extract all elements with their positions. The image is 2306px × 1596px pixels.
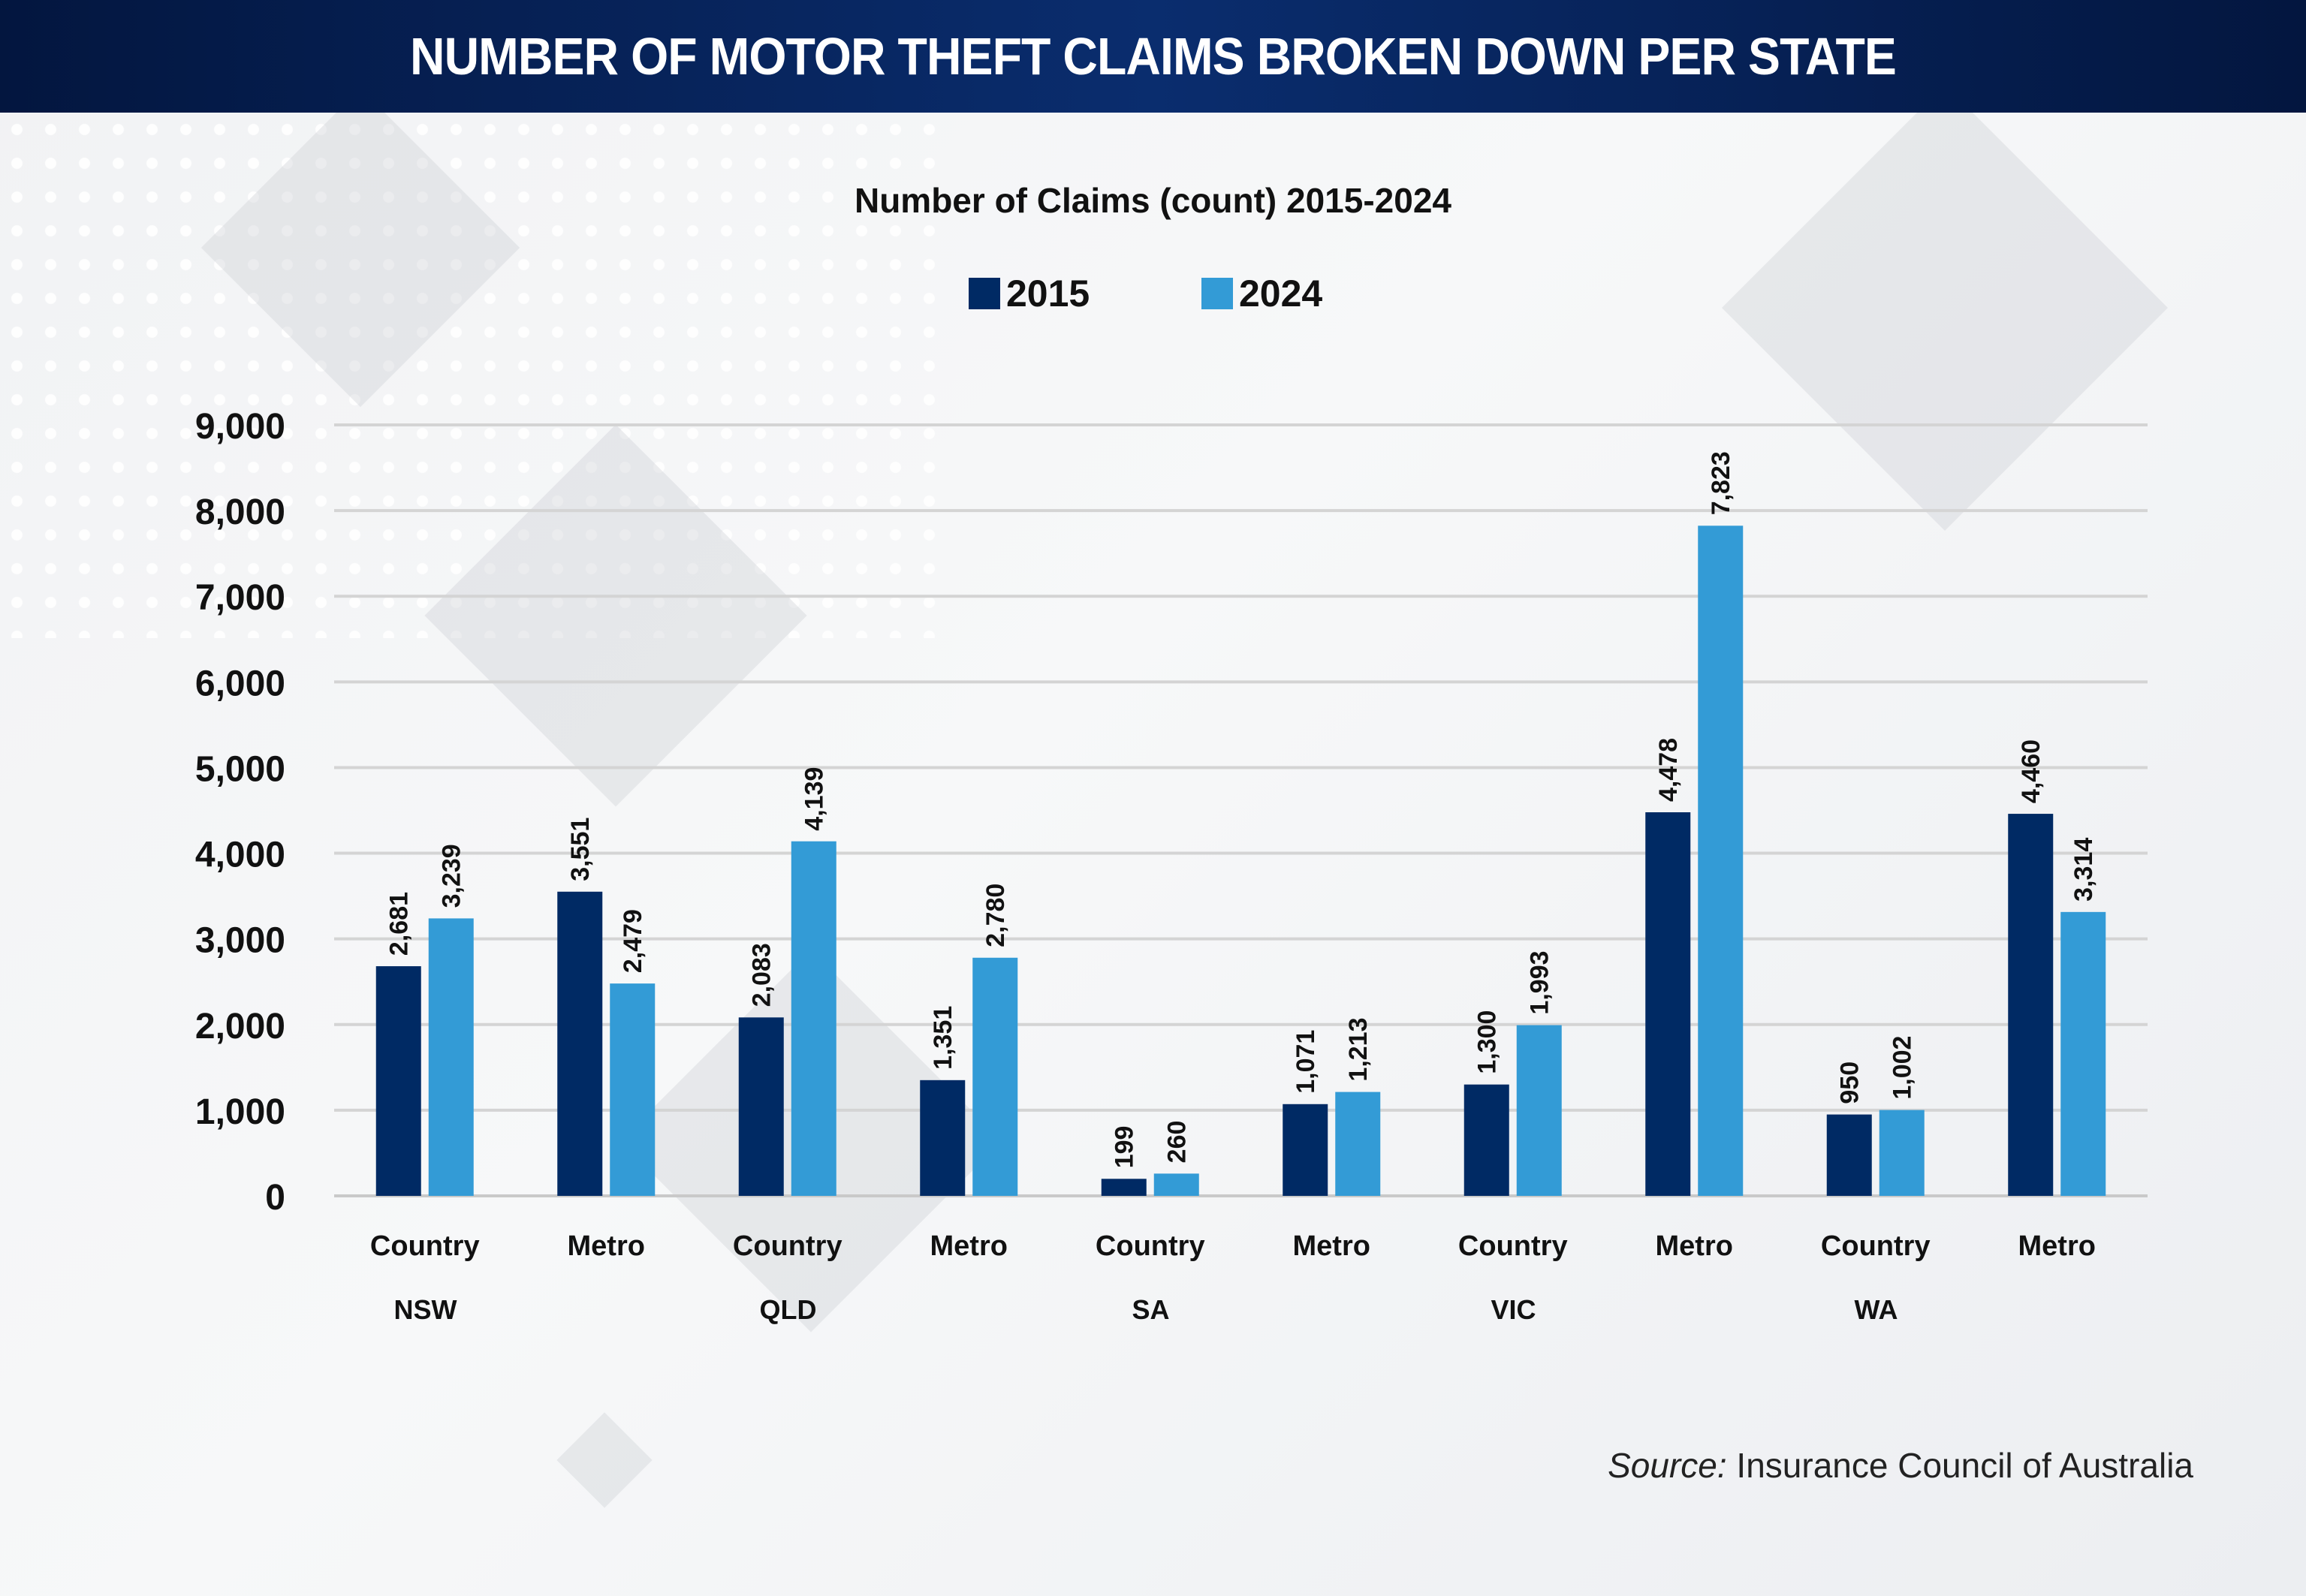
data-label: 260 [1163, 1121, 1192, 1164]
x-tick-label: Country [1458, 1230, 1568, 1262]
x-tick-label: Country [1821, 1230, 1931, 1262]
data-label: 4,460 [2017, 739, 2045, 803]
legend-swatch-2024 [1201, 278, 1233, 309]
bar-2024 [610, 983, 656, 1196]
data-label: 1,993 [1526, 950, 1554, 1014]
legend-label-2024: 2024 [1239, 273, 1323, 315]
bar-2015 [2008, 814, 2054, 1196]
page-title: NUMBER OF MOTOR THEFT CLAIMS BROKEN DOWN… [410, 27, 1897, 86]
bar-2024 [2060, 911, 2106, 1196]
group-label: WA [1855, 1294, 1898, 1325]
bar-2015 [1283, 1104, 1328, 1196]
x-tick-label: Metro [1656, 1230, 1733, 1262]
y-tick-label: 2,000 [195, 1007, 285, 1046]
y-tick-label: 3,000 [195, 921, 285, 961]
data-label: 7,823 [1707, 451, 1735, 515]
bar-2024 [791, 841, 836, 1196]
legend-label-2015: 2015 [1006, 273, 1090, 315]
y-tick-label: 8,000 [195, 492, 285, 532]
group-label: QLD [760, 1294, 817, 1325]
y-tick-label: 4,000 [195, 836, 285, 875]
bar-2015 [375, 966, 421, 1196]
bar-2015 [738, 1017, 784, 1196]
data-label: 2,780 [981, 884, 1010, 947]
background-dot-pattern [0, 113, 939, 638]
data-label: 1,213 [1344, 1017, 1373, 1081]
header-bar: NUMBER OF MOTOR THEFT CLAIMS BROKEN DOWN… [0, 0, 2306, 113]
data-label: 2,681 [385, 892, 414, 956]
bar-2024 [1335, 1092, 1381, 1196]
x-tick-label: Country [1096, 1230, 1205, 1262]
bar-2015 [1645, 812, 1691, 1196]
source-note: Source: Insurance Council of Australia [1608, 1445, 2193, 1486]
data-label: 1,071 [1292, 1030, 1320, 1094]
y-tick-label: 0 [265, 1178, 285, 1218]
x-tick-label: Metro [1293, 1230, 1370, 1262]
bar-2024 [1516, 1025, 1562, 1196]
data-label: 4,478 [1654, 738, 1683, 802]
bar-2015 [920, 1080, 966, 1196]
data-label: 1,351 [929, 1006, 957, 1070]
bar-2024 [1153, 1173, 1199, 1196]
data-label: 2,083 [748, 943, 776, 1007]
x-tick-label: Country [370, 1230, 480, 1262]
data-label: 199 [1111, 1126, 1139, 1169]
bar-2015 [557, 891, 603, 1196]
y-tick-label: 5,000 [195, 749, 285, 789]
bar-2015 [1826, 1114, 1872, 1196]
data-label: 3,239 [438, 844, 466, 908]
bar-2024 [1879, 1110, 1925, 1196]
legend-swatch-2015 [969, 278, 1000, 309]
bar-2015 [1101, 1179, 1147, 1196]
data-label: 3,551 [566, 818, 595, 881]
y-tick-label: 9,000 [195, 407, 285, 447]
data-label: 1,300 [1473, 1010, 1502, 1074]
bar-2024 [428, 918, 474, 1196]
data-label: 2,479 [619, 909, 647, 973]
group-label: NSW [394, 1294, 457, 1325]
y-tick-label: 6,000 [195, 664, 285, 703]
data-label: 3,314 [2069, 838, 2098, 902]
x-tick-label: Metro [2018, 1230, 2096, 1262]
group-label: SA [1132, 1294, 1169, 1325]
y-tick-label: 7,000 [195, 578, 285, 618]
legend-item-2015: 2015 [969, 272, 1090, 315]
data-label: 1,002 [1889, 1036, 1917, 1100]
bar-2024 [972, 957, 1018, 1196]
legend-item-2024: 2024 [1201, 272, 1322, 315]
bar-2024 [1698, 525, 1744, 1196]
chart-title: Number of Claims (count) 2015-2024 [854, 181, 1451, 220]
x-tick-label: Country [733, 1230, 843, 1262]
data-label: 4,139 [800, 767, 829, 831]
x-tick-label: Metro [930, 1230, 1008, 1262]
group-label: VIC [1491, 1294, 1536, 1325]
data-label: 950 [1836, 1061, 1864, 1104]
source-text: Insurance Council of Australia [1726, 1446, 2193, 1485]
bar-2015 [1463, 1084, 1509, 1196]
y-tick-label: 1,000 [195, 1092, 285, 1132]
source-label: Source: [1608, 1446, 1727, 1485]
x-tick-label: Metro [568, 1230, 645, 1262]
